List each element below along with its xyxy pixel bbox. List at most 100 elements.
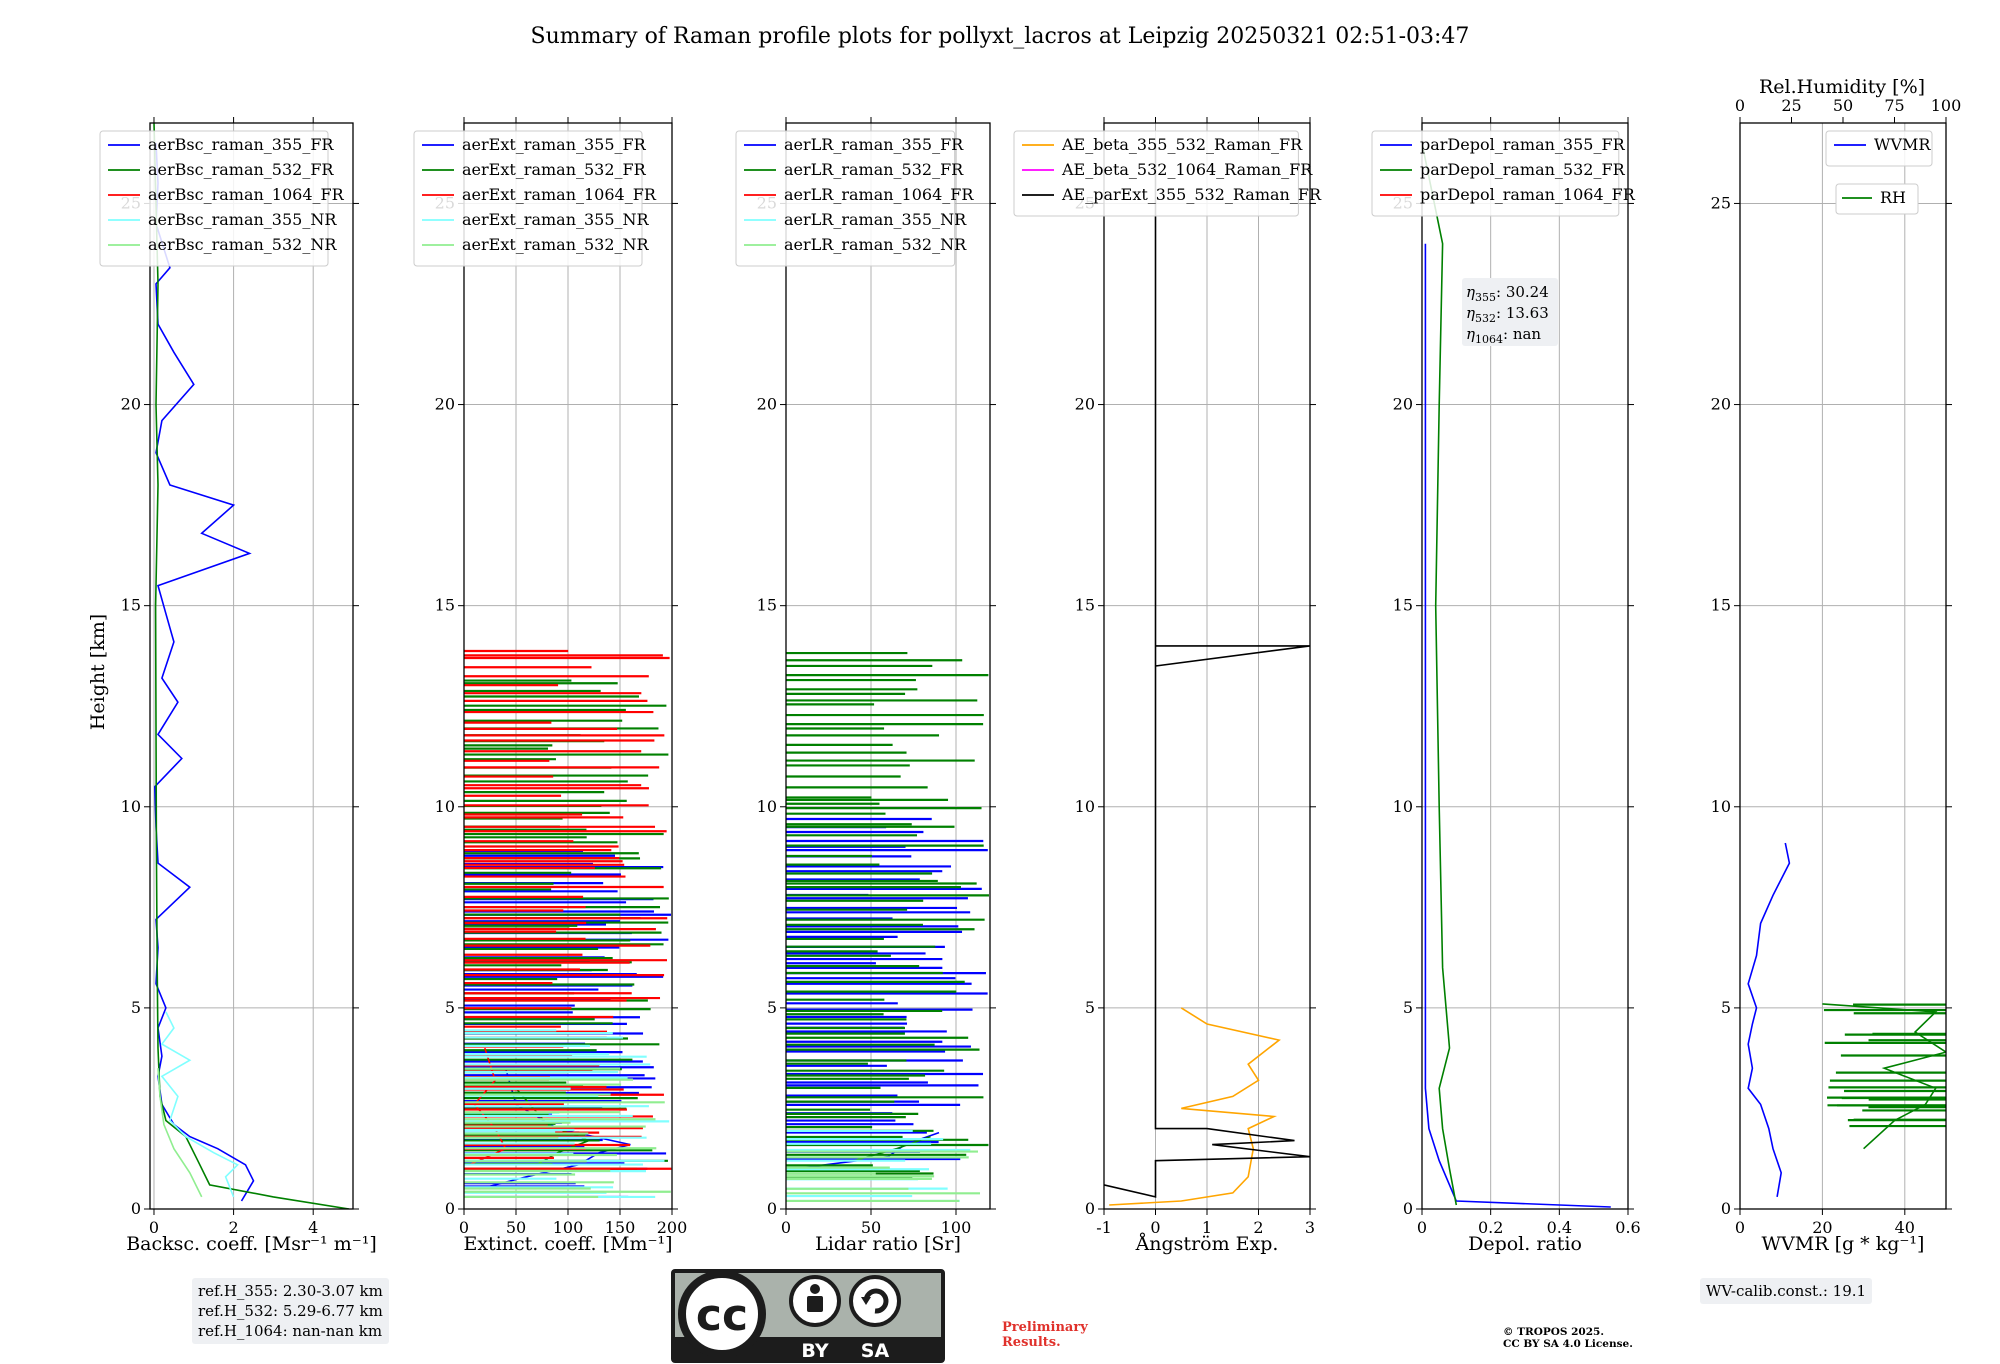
figure-title: Summary of Raman profile plots for polly… <box>531 24 1470 49</box>
series-parDepol_raman_532_FR <box>1422 142 1458 1206</box>
y-tick-label: 15 <box>1075 596 1095 615</box>
top-tick-label: 50 <box>1833 96 1853 115</box>
y-tick-label: 0 <box>1721 1199 1731 1218</box>
panel-data <box>1422 142 1611 1208</box>
x-axis-label: Depol. ratio <box>1468 1233 1582 1255</box>
legend: parDepol_raman_355_FR parDepol_raman_532_… <box>1371 130 1636 217</box>
legend: aerLR_raman_355_FR aerLR_raman_532_FR aerL… <box>735 130 974 267</box>
top-tick-label: 0 <box>1735 96 1745 115</box>
copyright-line-2: CC BY SA 4.0 License. <box>1503 1338 1633 1350</box>
y-tick-label: 10 <box>757 797 777 816</box>
x-tick-label: 0 <box>149 1218 159 1237</box>
y-tick-label: 5 <box>131 998 141 1017</box>
x-tick-label: 200 <box>657 1218 688 1237</box>
x-tick-label: 0 <box>1735 1218 1745 1237</box>
axes-frame <box>785 122 991 1210</box>
panel-3: 0510152025050100Lidar ratio [Sr]aerLR_ra… <box>735 117 996 1255</box>
legend-label: aerLR_raman_1064_FR <box>784 185 974 204</box>
depol-annotation-line: η1064: nan <box>1466 325 1541 346</box>
series-WVMR <box>1747 842 1791 1198</box>
x-axis-label: WVMR [g * kg⁻¹] <box>1762 1233 1925 1255</box>
axes-frame <box>1421 122 1629 1210</box>
legend-box <box>1013 130 1299 217</box>
x-tick-label: 0 <box>1417 1218 1427 1237</box>
y-tick-label: 5 <box>1721 998 1731 1017</box>
legend-label: aerBsc_raman_532_NR <box>148 235 337 254</box>
x-tick-label: 100 <box>553 1218 584 1237</box>
legend-label: aerLR_raman_355_NR <box>784 210 967 229</box>
y-tick-label: 15 <box>121 596 141 615</box>
x-tick-label: 0 <box>781 1218 791 1237</box>
legend-label: aerExt_raman_355_FR <box>462 135 647 154</box>
y-tick-label: 10 <box>1075 797 1095 816</box>
y-tick-label: 15 <box>757 596 777 615</box>
y-tick-label: 15 <box>1393 596 1413 615</box>
y-tick-label: 15 <box>1711 596 1731 615</box>
y-tick-label: 20 <box>1711 395 1731 414</box>
y-tick-label: 20 <box>1393 395 1413 414</box>
y-tick-label: 10 <box>1393 797 1413 816</box>
sa-share-icon <box>849 1275 901 1327</box>
depol-annotation-line: η532: 13.63 <box>1466 304 1549 325</box>
series-aerLR_raman_532_NR <box>786 1150 981 1203</box>
legend-label: AE_parExt_355_532_Raman_FR <box>1061 185 1322 204</box>
legend-label: aerExt_raman_532_FR <box>462 160 647 179</box>
x-tick-label: 0.4 <box>1547 1218 1572 1237</box>
x-tick-label: 3 <box>1305 1218 1315 1237</box>
legend2-box <box>1835 183 1919 215</box>
y-tick-label: 10 <box>121 797 141 816</box>
x-tick-label: 50 <box>861 1218 881 1237</box>
legend-box <box>735 130 956 267</box>
legend-label: aerLR_raman_355_FR <box>784 135 964 154</box>
series-aerBsc_raman_355_FR <box>153 143 255 1202</box>
panel-data <box>786 651 989 1203</box>
reference-heights-box: ref.H_355: 2.30-3.07 km ref.H_532: 5.29-… <box>192 1278 389 1344</box>
y-tick-label: 10 <box>1711 797 1731 816</box>
legend-label: parDepol_raman_1064_FR <box>1420 185 1636 204</box>
top-axis-label: Rel.Humidity [%] <box>1759 76 1925 98</box>
x-tick-label: 2 <box>228 1218 238 1237</box>
legend-label: parDepol_raman_532_FR <box>1420 160 1626 179</box>
ref-height-532: ref.H_532: 5.29-6.77 km <box>198 1302 383 1320</box>
sa-label: SA <box>861 1340 890 1362</box>
x-tick-label: 1 <box>1202 1218 1212 1237</box>
ref-height-1064: ref.H_1064: nan-nan km <box>198 1322 383 1340</box>
x-tick-label: 150 <box>605 1218 636 1237</box>
legend-label: aerBsc_raman_1064_FR <box>148 185 345 204</box>
series-parDepol_raman_355_FR <box>1424 243 1611 1208</box>
depol-annotation-line: η355: 30.24 <box>1466 283 1549 304</box>
y-tick-label: 10 <box>435 797 455 816</box>
legend-label: aerLR_raman_532_NR <box>784 235 967 254</box>
y-tick-label: 5 <box>767 998 777 1017</box>
wv-calibration-box: WV-calib.const.: 19.1 <box>1700 1278 1873 1304</box>
x-tick-label: 0 <box>1150 1218 1160 1237</box>
legend-label: aerBsc_raman_532_FR <box>148 160 334 179</box>
x-tick-label: 100 <box>941 1218 972 1237</box>
legend-box <box>413 130 643 267</box>
series-RH <box>1822 1003 1946 1150</box>
axes-frame <box>1739 122 1947 1210</box>
y-tick-label: 0 <box>1403 1199 1413 1218</box>
y-tick-label: 0 <box>1085 1199 1095 1218</box>
legend-label: aerBsc_raman_355_FR <box>148 135 334 154</box>
y-tick-label: 20 <box>757 395 777 414</box>
legend: aerExt_raman_355_FR aerExt_raman_532_FRae… <box>413 130 657 267</box>
x-tick-label: 4 <box>308 1218 318 1237</box>
series-aerBsc_raman_532_FR <box>153 123 350 1209</box>
legend: aerBsc_raman_355_FR aerBsc_raman_532_FRae… <box>99 130 345 267</box>
preliminary-line-2: Results. <box>1002 1335 1061 1350</box>
legend-label: aerLR_raman_532_FR <box>784 160 964 179</box>
legend-label: aerExt_raman_355_NR <box>462 210 650 229</box>
x-axis-label: Extinct. coeff. [Mm⁻¹] <box>463 1233 672 1255</box>
y-tick-label: 0 <box>131 1199 141 1218</box>
x-tick-label: 0.6 <box>1615 1218 1640 1237</box>
by-person-body <box>807 1296 823 1312</box>
ref-height-355: ref.H_355: 2.30-3.07 km <box>198 1282 383 1300</box>
legend-box <box>1371 130 1620 217</box>
x-tick-label: 40 <box>1895 1218 1915 1237</box>
legend-label: aerExt_raman_1064_FR <box>462 185 657 204</box>
x-tick-label: 2 <box>1253 1218 1263 1237</box>
x-axis-label: Ångström Exp. <box>1135 1233 1279 1255</box>
